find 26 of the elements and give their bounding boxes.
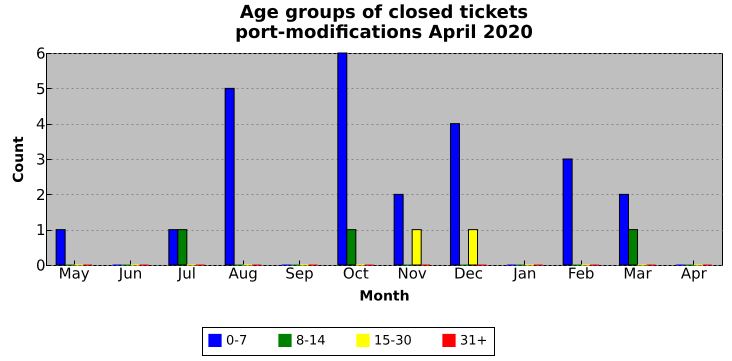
legend-label: 31+ <box>460 333 488 348</box>
y-tick-label: 1 <box>36 221 46 240</box>
chart-title: Age groups of closed tickets port-modifications April 2020 <box>235 2 533 43</box>
y-axis-title: Count <box>10 136 27 183</box>
x-tick-label: Dec <box>454 264 484 282</box>
legend-label: 0-7 <box>226 333 248 348</box>
legend-label: 8-14 <box>296 333 326 348</box>
x-tick-label: Nov <box>398 264 427 282</box>
x-tick-label: May <box>58 264 90 282</box>
y-tick-label: 3 <box>36 150 46 168</box>
x-tick-label: Sep <box>285 264 314 282</box>
y-tick-label: 2 <box>36 186 46 204</box>
x-tick-label: Jun <box>118 264 142 282</box>
x-tick-label: Feb <box>568 264 594 282</box>
x-tick-label: Apr <box>680 264 708 282</box>
x-tick-label: Aug <box>228 264 258 282</box>
y-tick-label: 5 <box>36 80 46 98</box>
y-tick-label: 4 <box>36 115 46 134</box>
y-tick-label: 0 <box>36 256 46 274</box>
x-tick-label: Mar <box>623 264 652 282</box>
x-tick-label: Oct <box>342 264 369 282</box>
x-tick-label: Jul <box>176 264 196 282</box>
y-tick-label: 6 <box>36 44 46 62</box>
legend-label: 15-30 <box>374 333 412 348</box>
x-tick-label: Jan <box>512 264 536 282</box>
x-axis-title: Month <box>359 288 410 304</box>
